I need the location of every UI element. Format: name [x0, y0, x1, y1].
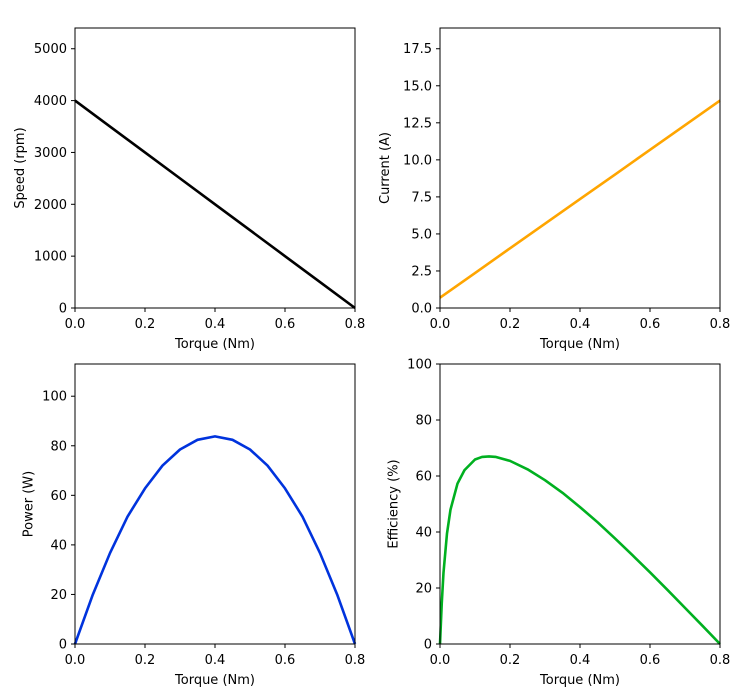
- efficiency-y-tick-label: 0: [424, 638, 432, 653]
- speed-x-tick-label: 0.8: [345, 317, 366, 332]
- current-y-tick-label: 2.5: [411, 264, 432, 279]
- power-axes-frame: [74, 363, 356, 645]
- efficiency-x-axis-label: Torque (Nm): [539, 673, 620, 688]
- speed-x-tick-label: 0.0: [65, 317, 86, 332]
- power-y-axis-label: Power (W): [21, 471, 36, 537]
- speed-chart-panel: 0.0 0.2 0.4 0.6 0.8 0 1000 2000 3000 4000 5000 Torq…: [13, 27, 366, 352]
- power-y-tick-label: 20: [50, 588, 67, 603]
- speed-y-tick-label: 0: [59, 302, 67, 317]
- current-y-tick-label: 5.0: [411, 227, 432, 242]
- speed-y-tick-label: 5000: [34, 42, 67, 57]
- power-chart-panel: 0.0 0.2 0.4 0.6 0.8 0 20 40 60 80 100 Torque (Nm) Po…: [21, 363, 366, 688]
- speed-x-tick-label: 0.4: [205, 317, 226, 332]
- current-y-tick-label: 10.0: [403, 153, 432, 168]
- power-y-tick-label: 60: [50, 489, 67, 504]
- power-y-tick-label: 80: [50, 439, 67, 454]
- current-y-tick-label: 7.5: [411, 190, 432, 205]
- current-axes-frame: [439, 27, 721, 309]
- current-x-tick-label: 0.6: [640, 317, 661, 332]
- power-series-line: [73, 435, 357, 645]
- speed-y-tick-label: 1000: [34, 250, 67, 265]
- speed-y-tick-label: 3000: [34, 146, 67, 161]
- power-x-tick-label: 0.8: [345, 653, 366, 668]
- efficiency-y-tick-label: 40: [415, 526, 432, 541]
- current-x-tick-label: 0.2: [500, 317, 521, 332]
- current-y-tick-label: 12.5: [403, 116, 432, 131]
- current-x-tick-label: 0.0: [430, 317, 451, 332]
- speed-y-tick-label: 2000: [34, 198, 67, 213]
- efficiency-x-tick-label: 0.0: [430, 653, 451, 668]
- efficiency-x-tick-label: 0.8: [710, 653, 731, 668]
- current-series-line: [439, 99, 721, 299]
- efficiency-y-axis-label: Efficiency (%): [386, 459, 401, 548]
- speed-y-axis-label: Speed (rpm): [13, 127, 28, 208]
- efficiency-x-tick-label: 0.6: [640, 653, 661, 668]
- efficiency-x-tick-label: 0.4: [570, 653, 591, 668]
- current-x-tick-label: 0.8: [710, 317, 731, 332]
- efficiency-y-tick-label: 100: [407, 358, 432, 373]
- power-x-tick-label: 0.0: [65, 653, 86, 668]
- speed-x-tick-label: 0.6: [275, 317, 296, 332]
- current-chart-panel: 0.0 0.2 0.4 0.6 0.8 0.0 2.5 5.0 7.5 10.0 12.5 15.0 1…: [378, 27, 731, 352]
- efficiency-series-line: [438, 455, 721, 645]
- efficiency-y-tick-label: 80: [415, 414, 432, 429]
- power-x-tick-label: 0.4: [205, 653, 226, 668]
- power-y-tick-label: 100: [42, 390, 67, 405]
- power-x-tick-label: 0.2: [135, 653, 156, 668]
- power-x-axis-label: Torque (Nm): [174, 673, 255, 688]
- efficiency-y-tick-label: 20: [415, 582, 432, 597]
- efficiency-x-tick-label: 0.2: [500, 653, 521, 668]
- power-y-tick-label: 40: [50, 538, 67, 553]
- efficiency-chart-panel: 0.0 0.2 0.4 0.6 0.8 0 20 40 60 80 100 Torque (Nm) Ef…: [386, 358, 730, 689]
- current-x-axis-label: Torque (Nm): [539, 337, 620, 352]
- speed-series-line: [74, 99, 356, 310]
- speed-x-axis-label: Torque (Nm): [174, 337, 255, 352]
- power-x-tick-label: 0.6: [275, 653, 296, 668]
- current-y-axis-label: Current (A): [378, 132, 393, 204]
- current-y-tick-label: 0.0: [411, 302, 432, 317]
- speed-axes-frame: [74, 27, 356, 309]
- current-x-tick-label: 0.4: [570, 317, 591, 332]
- current-y-tick-label: 15.0: [403, 79, 432, 94]
- efficiency-y-tick-label: 60: [415, 470, 432, 485]
- speed-x-tick-label: 0.2: [135, 317, 156, 332]
- power-y-tick-label: 0: [59, 638, 67, 653]
- current-y-tick-label: 17.5: [403, 42, 432, 57]
- speed-y-tick-label: 4000: [34, 94, 67, 109]
